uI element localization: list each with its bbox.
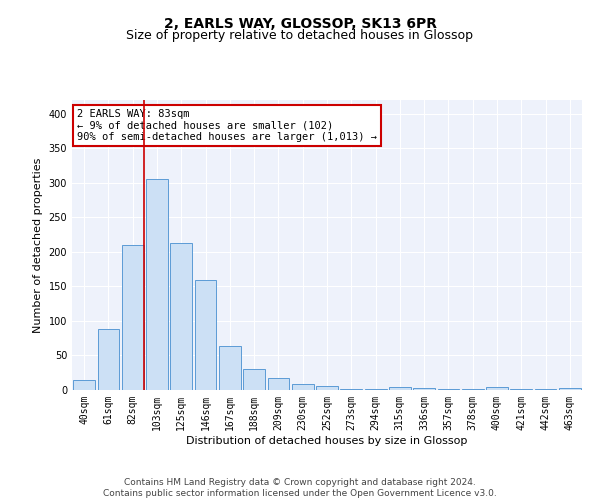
Bar	[316, 386, 338, 390]
Bar	[243, 368, 265, 390]
Bar	[146, 180, 168, 390]
Bar	[73, 380, 95, 390]
Bar	[559, 388, 581, 390]
Text: 2 EARLS WAY: 83sqm
← 9% of detached houses are smaller (102)
90% of semi-detache: 2 EARLS WAY: 83sqm ← 9% of detached hous…	[77, 108, 377, 142]
Text: Contains HM Land Registry data © Crown copyright and database right 2024.
Contai: Contains HM Land Registry data © Crown c…	[103, 478, 497, 498]
Bar	[170, 243, 192, 390]
Bar	[389, 387, 411, 390]
Y-axis label: Number of detached properties: Number of detached properties	[33, 158, 43, 332]
Bar	[365, 388, 386, 390]
Bar	[486, 387, 508, 390]
Bar	[292, 384, 314, 390]
Bar	[268, 378, 289, 390]
Bar	[437, 388, 460, 390]
Text: 2, EARLS WAY, GLOSSOP, SK13 6PR: 2, EARLS WAY, GLOSSOP, SK13 6PR	[163, 18, 437, 32]
Bar	[219, 346, 241, 390]
Bar	[413, 388, 435, 390]
Text: Size of property relative to detached houses in Glossop: Size of property relative to detached ho…	[127, 29, 473, 42]
Bar	[97, 329, 119, 390]
Bar	[194, 280, 217, 390]
Bar	[122, 245, 143, 390]
Bar	[340, 388, 362, 390]
X-axis label: Distribution of detached houses by size in Glossop: Distribution of detached houses by size …	[187, 436, 467, 446]
